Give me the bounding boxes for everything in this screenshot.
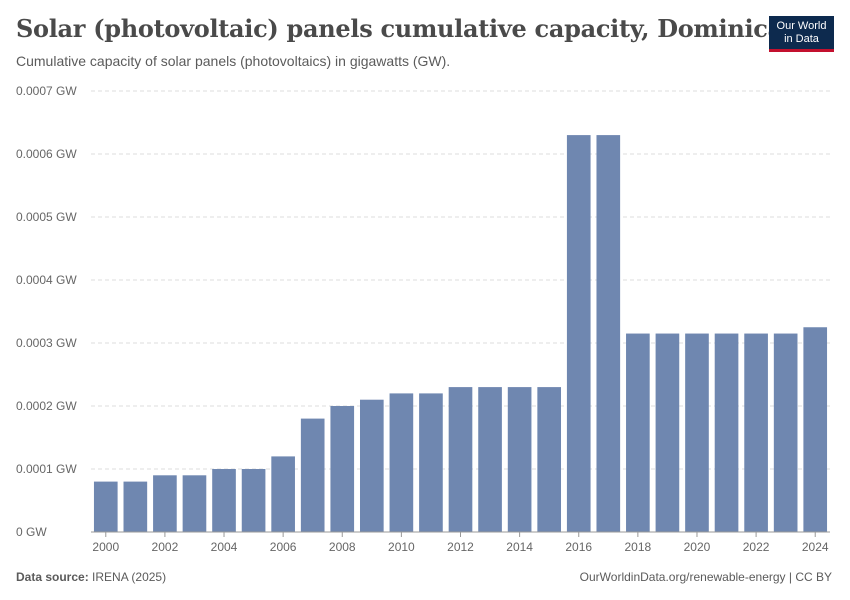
logo-line-2: in Data bbox=[784, 33, 819, 45]
bar-2006[interactable]: 2006: 0.00012 GW bbox=[271, 456, 295, 532]
bar-2013[interactable]: 2013: 0.00023 GW bbox=[478, 387, 502, 532]
bar-2018[interactable]: 2018: 0.000315 GW bbox=[626, 333, 650, 532]
x-tick-label: 2020 bbox=[684, 540, 711, 554]
x-tick-label: 2022 bbox=[743, 540, 770, 554]
footer-url[interactable]: OurWorldinData.org/renewable-energy | CC… bbox=[579, 570, 832, 584]
bar-2019[interactable]: 2019: 0.000315 GW bbox=[655, 333, 680, 532]
data-source-label: Data source: bbox=[16, 570, 89, 584]
bar-2009[interactable]: 2009: 0.00021 GW bbox=[359, 399, 384, 532]
bar-2011[interactable]: 2011: 0.00022 GW bbox=[419, 393, 443, 532]
x-tick-label: 2010 bbox=[388, 540, 415, 554]
chart-subtitle: Cumulative capacity of solar panels (pho… bbox=[16, 53, 451, 69]
x-tick-label: 2002 bbox=[152, 540, 179, 554]
y-tick-label: 0.0003 GW bbox=[16, 336, 77, 350]
bar-2012[interactable]: 2012: 0.00023 GW bbox=[448, 387, 473, 532]
axis-layer: 0 GW 0.0001 GW 0.0002 GW 0.0003 GW 0.0004 GW… bbox=[16, 84, 830, 554]
logo-line-1: Our World bbox=[776, 20, 827, 32]
x-tick-label: 2012 bbox=[447, 540, 474, 554]
x-tick-label: 2024 bbox=[802, 540, 829, 554]
bar-2004[interactable]: 2004: 0.0001 GW bbox=[212, 469, 236, 532]
y-tick-label: 0.0005 GW bbox=[16, 210, 77, 224]
bar-2020[interactable]: 2020: 0.000315 GW bbox=[685, 333, 709, 532]
bar-2000[interactable]: 2000: 0.00008 GW bbox=[93, 481, 118, 532]
y-tick-label: 0.0002 GW bbox=[16, 399, 77, 413]
x-tick-label: 2014 bbox=[506, 540, 533, 554]
y-tick-label: 0.0004 GW bbox=[16, 273, 77, 287]
bar-2008[interactable]: 2008: 0.0002 GW bbox=[330, 406, 355, 532]
owid-logo[interactable]: Our World in Data bbox=[769, 16, 834, 52]
bar-2014[interactable]: 2014: 0.00023 GW bbox=[507, 387, 532, 532]
y-tick-label: 0.0001 GW bbox=[16, 462, 77, 476]
bar-2024[interactable]: 2024: 0.000325 GW bbox=[803, 327, 828, 532]
data-source: Data source: IRENA (2025) bbox=[16, 570, 166, 584]
y-tick-label: 0.0006 GW bbox=[16, 147, 77, 161]
data-source-value[interactable]: IRENA (2025) bbox=[92, 570, 167, 584]
y-tick-label: 0 GW bbox=[16, 525, 47, 539]
bar-2016[interactable]: 2016: 0.00063 GW bbox=[566, 135, 591, 532]
chart-title: Solar (photovoltaic) panels cumulative c… bbox=[16, 14, 783, 43]
x-tick-label: 2018 bbox=[625, 540, 652, 554]
bar-2021[interactable]: 2021: 0.000315 GW bbox=[714, 333, 739, 532]
bar-2002[interactable]: 2002: 0.00009 GW bbox=[153, 475, 177, 532]
x-tick-label: 2000 bbox=[92, 540, 119, 554]
bar-2001[interactable]: 2001: 0.00008 GW bbox=[123, 481, 148, 532]
bar-2022[interactable]: 2022: 0.000315 GW bbox=[744, 333, 768, 532]
bar-2003[interactable]: 2003: 0.00009 GW bbox=[182, 475, 207, 532]
x-tick-label: 2008 bbox=[329, 540, 356, 554]
bar-2005[interactable]: 2005: 0.0001 GW bbox=[241, 469, 266, 532]
y-tick-label: 0.0007 GW bbox=[16, 84, 77, 98]
x-tick-label: 2016 bbox=[565, 540, 592, 554]
x-tick-label: 2006 bbox=[270, 540, 297, 554]
bar-2023[interactable]: 2023: 0.000315 GW bbox=[773, 333, 798, 532]
bar-layer: 2000: 0.00008 GW2001: 0.00008 GW2002: 0.… bbox=[93, 135, 828, 532]
bar-2010[interactable]: 2010: 0.00022 GW bbox=[389, 393, 414, 532]
bar-2017[interactable]: 2017: 0.00063 GW bbox=[596, 135, 621, 532]
bar-2007[interactable]: 2007: 0.00018 GW bbox=[300, 418, 325, 532]
x-tick-label: 2004 bbox=[211, 540, 238, 554]
bar-2015[interactable]: 2015: 0.00023 GW bbox=[537, 387, 562, 532]
